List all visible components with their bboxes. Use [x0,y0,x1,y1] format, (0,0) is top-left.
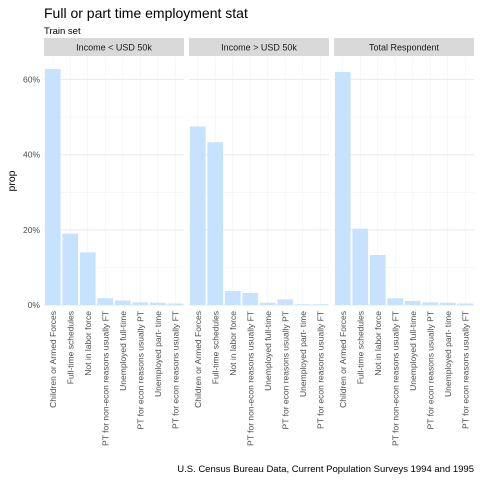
bar [62,233,79,305]
bar [404,300,421,305]
bar [79,252,96,305]
chart-title: Full or part time employment stat [44,5,248,21]
y-tick-label: 40% [23,150,40,160]
x-tick-label: Full-time schedules [65,311,75,384]
bar [294,304,311,305]
bar [312,304,329,305]
x-tick-label: PT for non-econ reasons usually FT [390,311,400,446]
x-tick-label: Unemployed full-time [118,311,128,391]
x-tick-label: PT for econ reasons usually FT [460,311,470,429]
bar [167,303,184,305]
x-tick-label: Unemployed part- time [443,311,453,397]
bar [132,302,149,305]
bar [457,303,474,305]
x-tick-label: Full-time schedules [210,311,220,384]
bar [114,300,131,305]
x-tick-label: PT for econ reasons usually PT [135,311,145,429]
x-tick-label: Children or Armed Forces [193,311,203,408]
bar [387,298,404,305]
x-tick-label: Children or Armed Forces [338,311,348,408]
x-tick-label: PT for non-econ reasons usually FT [100,311,110,446]
bar [334,72,351,305]
x-tick-label: Not in labor force [228,311,238,376]
y-tick-label: 60% [23,75,40,85]
x-tick-label: PT for econ reasons usually PT [425,311,435,429]
x-tick-label: Unemployed part- time [153,311,163,397]
x-tick-label: Unemployed full-time [263,311,273,391]
x-tick-label: Full-time schedules [355,311,365,384]
bar [439,302,456,305]
bar [189,126,206,305]
chart-caption: U.S. Census Bureau Data, Current Populat… [177,464,474,475]
x-tick-label: Not in labor force [373,311,383,376]
bar [97,298,114,305]
bar [259,302,276,305]
y-tick-label: 20% [23,225,40,235]
facet-strip-label: Income > USD 50k [221,43,297,53]
y-axis-label: prop [6,170,18,191]
x-tick-label: Not in labor force [83,311,93,376]
y-tick-label: 0% [28,300,41,310]
x-tick-label: PT for econ reasons usually FT [170,311,180,429]
bar [149,302,166,305]
chart-subtitle: Train set [44,26,81,37]
x-tick-label: PT for econ reasons usually FT [315,311,325,429]
x-tick-label: Unemployed part- time [298,311,308,397]
bar [352,228,369,305]
bar [44,69,61,306]
x-tick-label: Unemployed full-time [408,311,418,391]
bar [369,255,386,305]
x-tick-label: PT for econ reasons usually PT [280,311,290,429]
bar [422,302,439,305]
facet-strip-label: Total Respondent [369,43,440,53]
bar [207,142,224,305]
facet-strip [334,38,474,56]
bar [277,299,294,305]
facet-strip [44,38,184,56]
facet-strip [189,38,329,56]
x-tick-label: Children or Armed Forces [48,311,58,408]
x-tick-label: PT for non-econ reasons usually FT [245,311,255,446]
facet-panels: 0% 20% 40% 60% Income < USD 50k Children or A… [23,38,474,446]
bar [224,291,241,305]
facet-strip-label: Income < USD 50k [76,43,152,53]
bar [242,292,259,305]
